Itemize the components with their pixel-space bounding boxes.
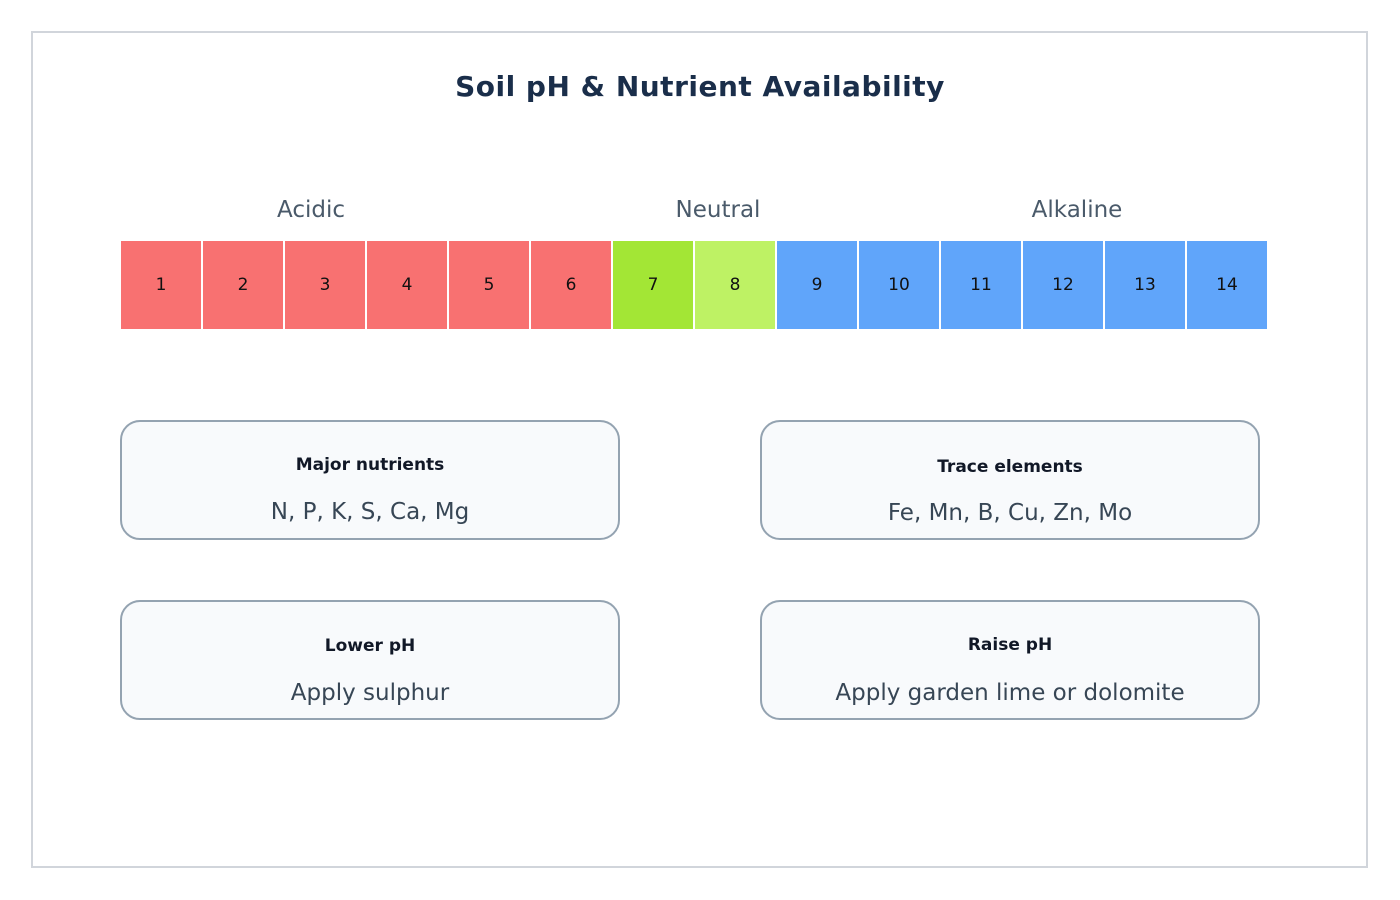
ph-cell-11: 11 bbox=[941, 241, 1021, 329]
ph-cell-13: 13 bbox=[1105, 241, 1185, 329]
card-title: Raise pH bbox=[967, 635, 1053, 655]
ph-cell-8: 8 bbox=[695, 241, 775, 329]
card-body: Fe, Mn, B, Cu, Zn, Mo bbox=[887, 500, 1133, 526]
ph-cell-14: 14 bbox=[1187, 241, 1267, 329]
card-lower-ph: Lower pH Apply sulphur bbox=[120, 600, 620, 720]
card-body: Apply sulphur bbox=[290, 680, 450, 706]
ph-cell-5: 5 bbox=[449, 241, 529, 329]
diagram-title: Soil pH & Nutrient Availability bbox=[455, 70, 945, 103]
ph-cell-6: 6 bbox=[531, 241, 611, 329]
zone-label-neutral: Neutral bbox=[675, 197, 761, 223]
ph-cell-3: 3 bbox=[285, 241, 365, 329]
card-trace-elements: Trace elements Fe, Mn, B, Cu, Zn, Mo bbox=[760, 420, 1260, 540]
ph-cell-12: 12 bbox=[1023, 241, 1103, 329]
ph-cell-10: 10 bbox=[859, 241, 939, 329]
ph-cell-2: 2 bbox=[203, 241, 283, 329]
card-raise-ph: Raise pH Apply garden lime or dolomite bbox=[760, 600, 1260, 720]
ph-cell-7: 7 bbox=[613, 241, 693, 329]
card-body: Apply garden lime or dolomite bbox=[835, 680, 1185, 706]
ph-cell-4: 4 bbox=[367, 241, 447, 329]
zone-label-alkaline: Alkaline bbox=[1031, 197, 1123, 223]
card-body: N, P, K, S, Ca, Mg bbox=[270, 499, 470, 525]
card-title: Lower pH bbox=[324, 636, 416, 656]
ph-cell-1: 1 bbox=[121, 241, 201, 329]
card-major-nutrients: Major nutrients N, P, K, S, Ca, Mg bbox=[120, 420, 620, 540]
ph-cell-9: 9 bbox=[777, 241, 857, 329]
card-title: Major nutrients bbox=[295, 455, 445, 475]
card-title: Trace elements bbox=[937, 457, 1083, 477]
ph-scale: 1 2 3 4 5 6 7 8 9 10 11 12 13 14 bbox=[121, 241, 1267, 329]
zone-label-acidic: Acidic bbox=[276, 197, 346, 223]
